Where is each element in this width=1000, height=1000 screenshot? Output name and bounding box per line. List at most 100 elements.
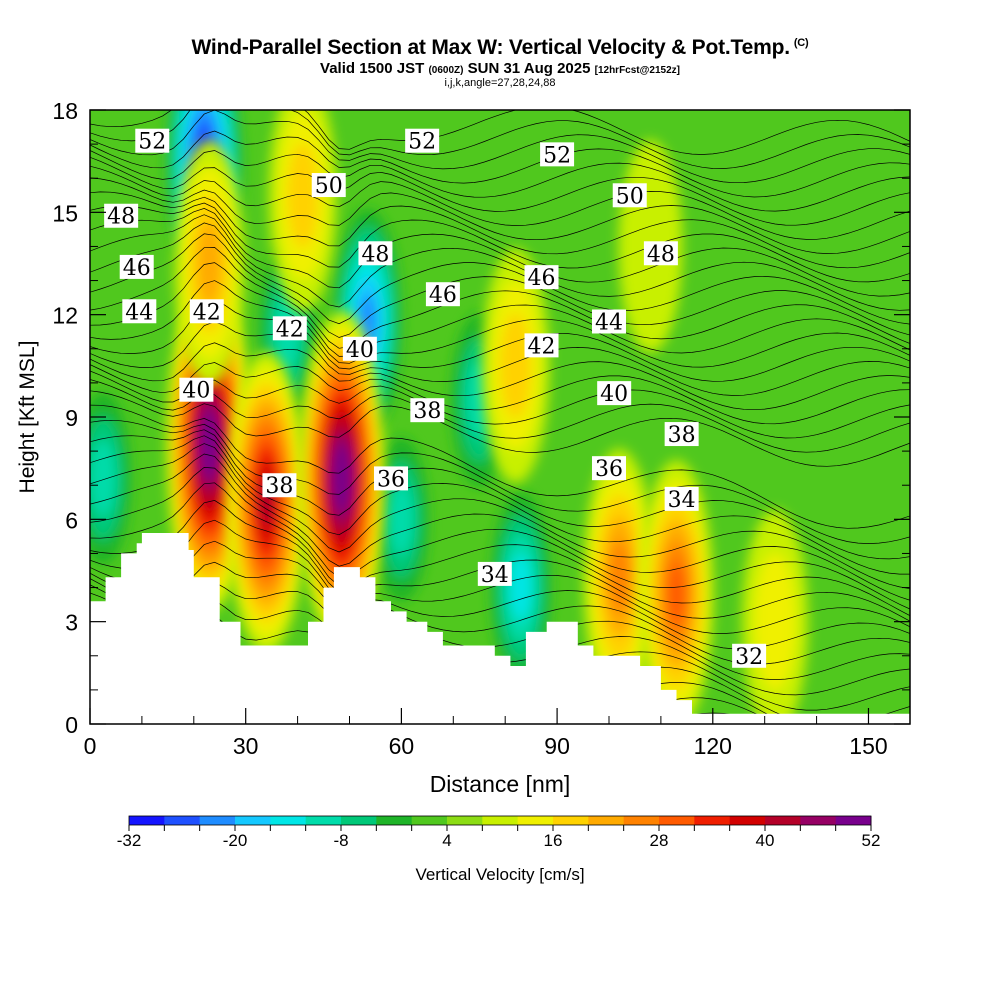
theta-label-box — [732, 643, 767, 668]
theta-label: 42 — [193, 300, 221, 325]
theta-contour — [90, 321, 910, 396]
x-tick-label: 30 — [233, 733, 259, 759]
theta-label-box — [119, 254, 154, 279]
colorbar-tick-label: 4 — [442, 831, 451, 850]
colorbar-tick-label: 40 — [756, 831, 775, 850]
updraft-cell — [298, 310, 385, 647]
theta-label-box — [122, 299, 157, 324]
terrain-mask — [90, 533, 910, 724]
x-axis-label: Distance [nm] — [430, 771, 571, 797]
theta-contour — [90, 222, 910, 325]
colorbar-swatch — [588, 816, 625, 825]
theta-label-box — [591, 456, 626, 481]
theta-label: 38 — [668, 423, 696, 448]
theta-label: 46 — [123, 256, 151, 281]
velocity-band — [754, 552, 796, 691]
theta-contour — [90, 191, 910, 269]
theta-contour — [90, 247, 910, 349]
theta-contour — [90, 165, 910, 240]
theta-contour — [90, 578, 910, 680]
theta-label-box — [405, 128, 440, 153]
theta-label-box — [425, 282, 460, 307]
theta-labels: 52 52 52 50 50 48 48 48 46 46 46 44 44 42 42 42 40 40 40 38… — [104, 128, 767, 670]
y-axis-label: Height [Kft MSL] — [16, 341, 39, 494]
y-tick-label: 0 — [65, 712, 78, 738]
y-tick-label: 9 — [65, 405, 78, 431]
theta-contour — [90, 177, 910, 254]
theta-contour — [90, 370, 910, 439]
colorbar: -32 -20 -8 4 16 28 40 52 — [117, 815, 880, 850]
colorbar-swatch — [659, 816, 695, 825]
y-tick-label: 18 — [52, 98, 78, 124]
theta-label: 46 — [429, 283, 457, 308]
colorbar-swatch — [341, 816, 377, 825]
colorbar-swatch — [235, 816, 271, 825]
colorbar-tick-label: -8 — [333, 831, 348, 850]
theta-contour — [90, 435, 910, 575]
theta-contour — [90, 453, 910, 601]
theta-label-box — [524, 333, 559, 358]
chart-indices: i,j,k,angle=27,28,24,88 — [444, 77, 556, 89]
velocity-band — [667, 561, 686, 627]
colorbar-swatch — [729, 816, 766, 825]
theta-label: 42 — [528, 334, 556, 359]
valid-time: Valid 1500 JST — [320, 60, 425, 77]
colorbar-tick-label: -32 — [117, 831, 142, 850]
theta-label: 50 — [616, 184, 644, 209]
velocity-band — [336, 457, 348, 500]
theta-contour — [90, 404, 910, 529]
theta-contour — [90, 208, 910, 297]
theta-label-box — [612, 183, 647, 208]
theta-contour — [90, 280, 910, 368]
y-tick-label: 6 — [65, 507, 78, 533]
terrain-fill — [90, 533, 910, 724]
theta-label: 44 — [595, 310, 623, 335]
theta-label: 48 — [647, 242, 675, 267]
theta-label: 48 — [107, 205, 135, 230]
colorbar-swatch — [623, 816, 660, 825]
theta-label-box — [311, 173, 346, 198]
colorbar-label: Vertical Velocity [cm/s] — [415, 865, 584, 884]
theta-label-box — [179, 377, 214, 402]
theta-label: 52 — [408, 130, 436, 155]
theta-label: 48 — [361, 242, 389, 267]
theta-contour — [90, 110, 910, 169]
theta-label: 52 — [543, 143, 571, 168]
theta-label-box — [524, 265, 559, 290]
theta-label: 38 — [265, 474, 293, 499]
colorbar-swatch — [305, 816, 342, 825]
copyright-mark: (C) — [793, 37, 809, 49]
velocity-band — [287, 143, 318, 248]
colorbar-swatch — [482, 816, 519, 825]
colorbar-tick-label: -20 — [223, 831, 248, 850]
colorbar-frame — [128, 815, 872, 826]
velocity-band — [389, 482, 414, 556]
theta-contour — [90, 262, 910, 357]
x-tick-label: 0 — [84, 733, 97, 759]
theta-label: 32 — [735, 645, 763, 670]
colorbar-swatch — [835, 816, 872, 825]
theta-label-box — [189, 299, 224, 324]
theta-contour — [90, 300, 910, 382]
theta-label: 46 — [528, 266, 556, 291]
theta-label: 40 — [600, 382, 628, 407]
updraft-cell — [481, 248, 550, 484]
theta-label-box — [262, 473, 297, 498]
theta-label: 36 — [377, 467, 405, 492]
chart-title: Wind-Parallel Section at Max W: Vertical… — [191, 36, 809, 59]
theta-label-box — [104, 203, 139, 228]
colorbar-swatch — [553, 816, 589, 825]
updraft-cell — [226, 351, 307, 654]
y-tick-label: 3 — [65, 610, 78, 636]
theta-label: 40 — [346, 338, 374, 363]
theta-label: 38 — [413, 399, 441, 424]
theta-label: 44 — [125, 300, 153, 325]
theta-label: 50 — [315, 174, 343, 199]
colorbar-tick-label: 16 — [544, 831, 563, 850]
theta-label: 40 — [182, 379, 210, 404]
colorbar-swatch — [199, 816, 236, 825]
theta-label-box — [664, 486, 699, 511]
colorbar-swatch — [517, 816, 554, 825]
